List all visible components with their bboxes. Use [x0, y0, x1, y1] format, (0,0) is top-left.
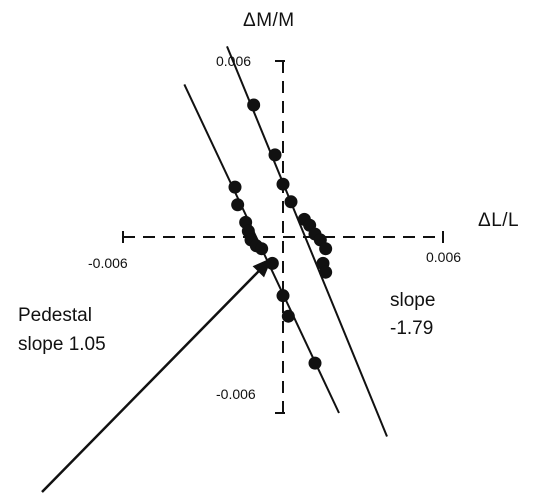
x-tick-label-right: 0.006: [426, 249, 461, 265]
x-tick-label-left: -0.006: [88, 255, 128, 271]
pedestal-slope-label: slope 1.05: [18, 334, 106, 355]
slope-value-label: -1.79: [390, 318, 433, 339]
pedestal-arrow-head: [252, 257, 273, 278]
data-point: [276, 289, 290, 303]
pedestal-arrow: [41, 257, 273, 493]
data-point: [255, 242, 269, 256]
slope-label: slope: [390, 290, 435, 311]
data-point: [247, 98, 261, 112]
data-points: [228, 98, 333, 370]
data-point: [276, 177, 290, 191]
data-point: [319, 242, 333, 256]
data-point: [268, 148, 282, 162]
data-point: [319, 265, 333, 279]
fit-lines: [183, 45, 388, 437]
data-point: [281, 309, 295, 323]
axes: [122, 60, 444, 414]
y-axis-label: ΔM/M: [243, 10, 295, 31]
y-tick-label-bottom: -0.006: [216, 386, 256, 402]
x-axis-label: ΔL/L: [478, 210, 519, 231]
data-point: [284, 195, 298, 209]
data-point: [228, 180, 242, 194]
data-point: [308, 356, 322, 370]
y-tick-label-top: 0.006: [216, 53, 251, 69]
pedestal-label: Pedestal: [18, 305, 92, 326]
data-point: [231, 198, 245, 212]
pedestal-arrow-shaft: [41, 268, 262, 493]
